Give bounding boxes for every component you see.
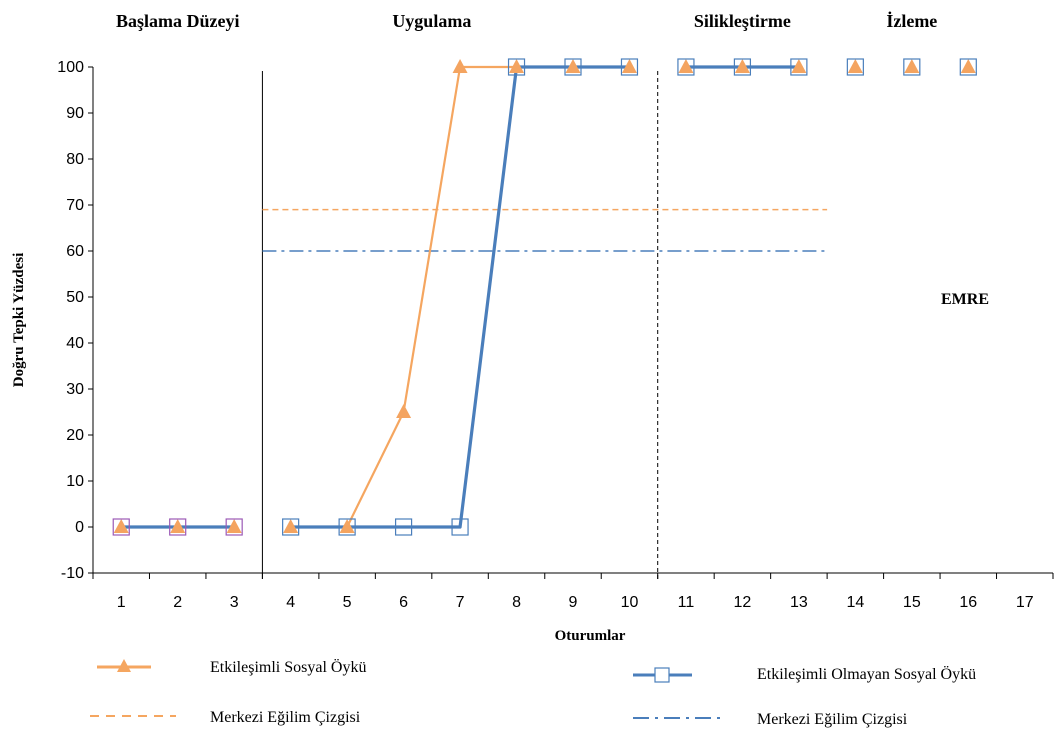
y-tick-label: 30 [66, 381, 84, 398]
data-point-square [507, 58, 526, 76]
y-tick-label: 90 [66, 105, 84, 122]
x-tick-label: 7 [456, 594, 465, 611]
y-tick-label: -10 [61, 565, 84, 582]
data-point-square [959, 58, 977, 76]
phase-label: İzleme [886, 11, 937, 31]
data-point-triangle [452, 59, 468, 73]
x-tick-label: 9 [569, 594, 578, 611]
central-tendency-lines [262, 208, 828, 252]
phase-labels: Başlama Düzeyi Uygulama Silikleştirme İzlem… [116, 11, 937, 31]
data-point-triangle [565, 59, 581, 73]
data-point-square [282, 518, 300, 536]
x-tick-label: 6 [399, 594, 408, 611]
phase-label: Uygulama [392, 11, 471, 31]
data-point-square [733, 58, 752, 76]
data-point-square [790, 58, 808, 76]
data-point-triangle [170, 519, 186, 533]
x-tick-label: 8 [512, 594, 521, 611]
x-tick-label: 13 [790, 594, 808, 611]
y-tick-label: 100 [57, 59, 84, 76]
legend-swatch-blue-square [654, 667, 670, 683]
data-point-square [451, 518, 469, 536]
data-point-triangle [734, 59, 750, 73]
data-point-triangle [396, 404, 412, 418]
annotation-emre: EMRE [941, 291, 989, 308]
data-point-triangle [791, 59, 807, 73]
x-tick-label: 10 [621, 594, 639, 611]
y-tick-label: 70 [66, 197, 84, 214]
data-point-triangle [226, 519, 242, 533]
data-point-triangle [960, 59, 976, 73]
series-markers [112, 58, 977, 536]
x-tick-label: 4 [286, 594, 295, 611]
data-point-square [394, 518, 413, 536]
y-tick-label: 60 [66, 243, 84, 260]
x-tick-label: 11 [678, 594, 695, 611]
series-line-blue [290, 65, 630, 529]
data-point-square [903, 58, 921, 76]
data-point-triangle [678, 59, 694, 73]
y-tick-label: 40 [66, 335, 84, 352]
data-point-square [169, 518, 187, 536]
x-tick-label: 17 [1016, 594, 1034, 611]
data-point-triangle [847, 59, 863, 73]
data-point-triangle [283, 519, 299, 533]
legend-label-orange: Etkileşimli Sosyal Öykü [210, 658, 366, 676]
y-tick-label: 80 [66, 151, 84, 168]
y-tick-label: 20 [66, 427, 84, 444]
series-lines [121, 65, 799, 529]
phase-label: Silikleştirme [694, 11, 791, 31]
x-tick-label: 14 [846, 594, 864, 611]
data-point-square [338, 518, 356, 536]
y-ticks: -10 0 10 20 30 40 50 60 70 80 90 100 [57, 59, 93, 582]
x-ticks: 1 2 3 4 5 6 7 8 9 10 11 12 13 14 15 16 17 [92, 573, 1054, 611]
data-point-triangle [113, 519, 129, 533]
x-tick-label: 5 [343, 594, 352, 611]
legend-label-blue: Etkileşimli Olmayan Sosyal Öykü [757, 665, 976, 683]
y-axis-title: Doğru Tepki Yüzdesi [11, 253, 27, 387]
legend-label-blue-dashdot: Merkezi Eğilim Çizgisi [757, 711, 908, 728]
data-point-square [564, 58, 582, 76]
x-tick-label: 12 [734, 594, 752, 611]
legend: Etkileşimli Sosyal Öykü Etkileşimli Olma… [90, 658, 976, 728]
phase-dividers [261, 71, 659, 579]
data-point-square [620, 58, 639, 76]
data-point-triangle [621, 59, 637, 73]
legend-swatch-orange-triangle [117, 659, 131, 672]
x-axis-title: Oturumlar [555, 628, 626, 644]
legend-label-orange-dashed: Merkezi Eğilim Çizgisi [210, 709, 361, 726]
legend-item-orange-dashed: Merkezi Eğilim Çizgisi [90, 709, 361, 726]
legend-item-blue-dashdot: Merkezi Eğilim Çizgisi [633, 711, 908, 728]
x-tick-label: 2 [173, 594, 182, 611]
x-tick-label: 16 [959, 594, 977, 611]
legend-item-blue: Etkileşimli Olmayan Sosyal Öykü [633, 665, 976, 683]
x-tick-label: 3 [230, 594, 239, 611]
data-point-square [677, 58, 695, 76]
y-tick-label: 50 [66, 289, 84, 306]
data-point-square [112, 518, 130, 536]
series-line-orange [290, 65, 630, 529]
axes [92, 67, 1053, 574]
data-point-triangle [339, 519, 355, 533]
x-tick-label: 15 [903, 594, 921, 611]
data-point-triangle [904, 59, 920, 73]
data-point-square [225, 518, 243, 536]
data-point-triangle [509, 59, 525, 73]
legend-item-orange: Etkileşimli Sosyal Öykü [97, 658, 366, 676]
y-tick-label: 0 [75, 519, 84, 536]
x-tick-label: 1 [117, 594, 126, 611]
y-tick-label: 10 [66, 473, 84, 490]
phase-label: Başlama Düzeyi [116, 11, 240, 31]
data-point-square [846, 58, 864, 76]
